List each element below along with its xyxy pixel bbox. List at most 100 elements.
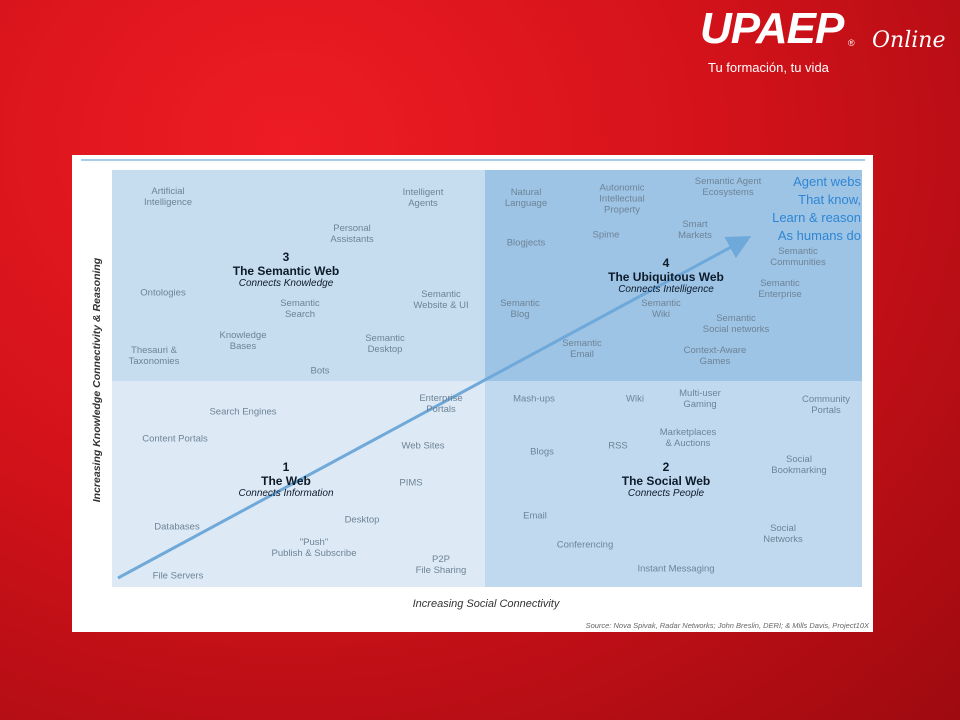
item-line: Instant Messaging bbox=[637, 563, 715, 575]
quadrant-number: 3 bbox=[282, 250, 290, 264]
item-label: Search Engines bbox=[209, 407, 276, 418]
item-label: Semantic Communities bbox=[770, 246, 825, 268]
item-label: Spime bbox=[593, 230, 620, 241]
item-line: Ecosystems bbox=[702, 187, 754, 198]
item-line: Bots bbox=[310, 365, 330, 377]
item-line: Semantic bbox=[778, 246, 818, 257]
item-line: Publish & Subscribe bbox=[271, 548, 357, 559]
item-label: Semantic Wiki bbox=[641, 298, 681, 320]
item-line: Portals bbox=[426, 404, 456, 415]
item-label: Instant Messaging bbox=[637, 564, 714, 575]
item-line: Search Engines bbox=[209, 406, 277, 418]
item-line: Semantic bbox=[421, 289, 461, 300]
item-line: Mash-ups bbox=[513, 393, 555, 405]
item-line: Social bbox=[786, 454, 812, 465]
item-label: Knowledge Bases bbox=[219, 330, 266, 352]
item-line: Semantic Agent bbox=[694, 176, 762, 187]
quadrant-name: The Web bbox=[261, 474, 311, 488]
source: Source: Nova Spivak, Radar Networks; Joh… bbox=[585, 621, 869, 630]
item-line: Intelligence bbox=[143, 197, 193, 208]
y-axis-label: Increasing Knowledge Connectivity & Reas… bbox=[91, 257, 103, 503]
quadrant-name: The Ubiquitous Web bbox=[608, 270, 724, 284]
registered: ® bbox=[848, 38, 855, 48]
item-line: Semantic bbox=[500, 298, 540, 309]
item-label: Databases bbox=[154, 522, 199, 533]
item-line: Semantic bbox=[716, 313, 756, 324]
annotation: Agent webs That know, Learn & reason As hum… bbox=[772, 173, 861, 245]
annotation-line: That know, bbox=[798, 192, 861, 207]
item-line: Enterprise bbox=[419, 393, 463, 404]
item-label: Conferencing bbox=[557, 540, 614, 551]
item-label: Semantic Enterprise bbox=[758, 278, 801, 300]
item-label: Blogs bbox=[530, 447, 554, 458]
item-label: Personal Assistants bbox=[330, 223, 373, 245]
item-line: Desktop bbox=[344, 514, 380, 526]
item-label: Social Networks bbox=[763, 523, 803, 545]
item-label: Wiki bbox=[626, 394, 644, 405]
item-line: Smart bbox=[682, 219, 708, 230]
item-line: Language bbox=[504, 198, 548, 209]
item-line: Property bbox=[604, 204, 640, 216]
item-line: Web Sites bbox=[401, 440, 445, 452]
item-line: Conferencing bbox=[556, 539, 614, 551]
diagram-panel: Increasing Knowledge Connectivity & Reas… bbox=[72, 155, 873, 632]
quadrant-bg bbox=[485, 381, 862, 587]
item-label: PIMS bbox=[399, 478, 422, 489]
item-line: Autonomic bbox=[599, 182, 645, 194]
item-line: Social networks bbox=[702, 324, 770, 335]
item-line: Semantic bbox=[641, 298, 681, 309]
item-line: Intelligent bbox=[402, 187, 444, 198]
item-label: Smart Markets bbox=[678, 219, 712, 241]
item-label: Intelligent Agents bbox=[403, 187, 444, 209]
item-line: Games bbox=[699, 356, 731, 367]
item-line: Semantic bbox=[280, 298, 320, 309]
item-line: Agents bbox=[408, 198, 438, 209]
item-label: Semantic Blog bbox=[500, 298, 540, 320]
annotation-line: As humans do bbox=[777, 228, 861, 243]
item-line: Email bbox=[570, 349, 594, 360]
annotation-line: Learn & reason bbox=[772, 210, 861, 225]
item-line: Desktop bbox=[367, 344, 403, 355]
item-line: Networks bbox=[763, 534, 803, 545]
quadrant-subtitle: Connects Information bbox=[238, 488, 334, 499]
item-label: "Push" Publish & Subscribe bbox=[271, 537, 356, 559]
item-line: Semantic bbox=[760, 278, 800, 289]
item-label: P2P File Sharing bbox=[416, 554, 467, 576]
item-line: Intellectual bbox=[599, 193, 645, 205]
item-label: Autonomic Intellectual Property bbox=[599, 183, 644, 216]
quadrant-name: The Semantic Web bbox=[232, 264, 340, 278]
quadrant-bg bbox=[112, 170, 485, 381]
item-label: Semantic Website & UI bbox=[413, 289, 468, 311]
item-line: Markets bbox=[678, 230, 712, 241]
item-label: Content Portals bbox=[142, 434, 207, 445]
item-label: Context-Aware Games bbox=[684, 345, 747, 367]
top-rule bbox=[81, 159, 865, 161]
tagline: Tu formación, tu vida bbox=[708, 60, 829, 75]
item-label: Semantic Search bbox=[280, 298, 320, 320]
item-line: Semantic bbox=[365, 333, 405, 344]
quadrant-subtitle: Connects Intelligence bbox=[618, 284, 714, 295]
item-label: RSS bbox=[608, 441, 628, 452]
x-axis-label: Increasing Social Connectivity bbox=[412, 598, 560, 610]
quadrant-title: 2 The Social Web Connects People bbox=[622, 460, 710, 500]
quadrant-bg bbox=[112, 381, 485, 587]
quadrant-subtitle: Connects People bbox=[627, 488, 705, 499]
item-line: Gaming bbox=[683, 399, 717, 410]
item-line: Knowledge bbox=[219, 330, 267, 341]
item-line: Bookmarking bbox=[771, 465, 827, 476]
annotation-line: Agent webs bbox=[793, 174, 861, 189]
logo: UPAEP bbox=[700, 4, 844, 53]
item-line: RSS bbox=[608, 440, 628, 452]
quadrant-subtitle: Connects Knowledge bbox=[238, 278, 334, 289]
item-label: Artificial Intelligence bbox=[144, 186, 192, 208]
item-line: Portals bbox=[811, 405, 841, 416]
item-label: Marketplaces & Auctions bbox=[660, 427, 717, 449]
item-line: Bases bbox=[229, 341, 257, 352]
item-line: Personal bbox=[333, 223, 371, 234]
item-label: Natural Language bbox=[505, 187, 547, 209]
item-line: Communities bbox=[770, 257, 826, 268]
quadrant-number: 2 bbox=[662, 460, 670, 474]
item-line: Assistants bbox=[330, 234, 374, 245]
item-label: Web Sites bbox=[401, 441, 444, 452]
arrow-layer bbox=[117, 236, 752, 580]
